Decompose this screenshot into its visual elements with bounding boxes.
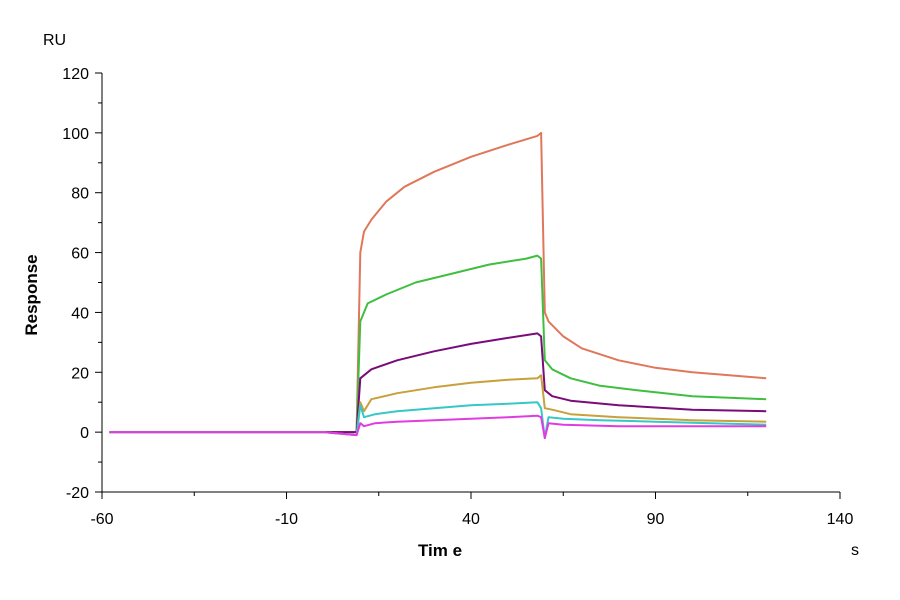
x-tick-label: 40 [462, 511, 480, 528]
x-tick-label: -60 [90, 511, 113, 528]
y-ticks: -20 0 20 40 60 80 100 120 [62, 66, 102, 502]
series-line-6 [109, 414, 767, 440]
y-tick-label: 40 [71, 305, 89, 322]
x-tick-label: -10 [275, 511, 298, 528]
series-line-3 [109, 332, 767, 434]
x-tick-label: 90 [647, 511, 665, 528]
y-tick-label: 20 [71, 365, 89, 382]
y-tick-label: 60 [71, 246, 89, 263]
y-axis-title: Response [22, 254, 41, 335]
y-unit-label: RU [43, 32, 66, 49]
x-tick-label: 140 [827, 511, 854, 528]
y-tick-label: -20 [66, 485, 89, 502]
series-layer [109, 131, 767, 440]
y-tick-label: 80 [71, 186, 89, 203]
y-tick-label: 0 [80, 425, 89, 442]
y-tick-label: 100 [62, 126, 89, 143]
series-line-5 [109, 401, 767, 440]
y-tick-label: 120 [62, 66, 89, 83]
x-axis-title: Tim e [418, 541, 462, 560]
series-line-2 [109, 254, 767, 434]
x-ticks: -60 -10 40 90 140 [90, 492, 853, 528]
axes: -60 -10 40 90 140 -20 0 20 40 60 80 100 120 [62, 66, 853, 528]
series-line-1 [109, 131, 767, 434]
x-unit-label: s [851, 542, 859, 559]
